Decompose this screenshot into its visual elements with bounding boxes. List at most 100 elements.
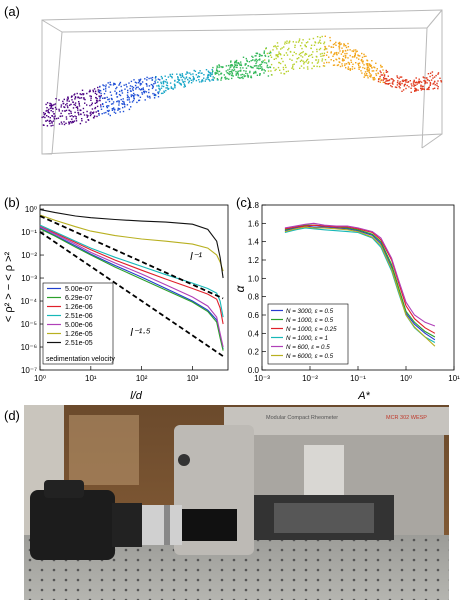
particle-point bbox=[83, 97, 85, 99]
particle-point bbox=[361, 56, 364, 59]
particle-point bbox=[67, 98, 69, 100]
particle-point bbox=[81, 89, 84, 91]
particle-point bbox=[418, 80, 420, 82]
particle-point bbox=[352, 50, 355, 53]
particle-point bbox=[277, 66, 280, 69]
particle-point bbox=[432, 77, 434, 79]
particle-point bbox=[299, 60, 302, 63]
particle-point bbox=[96, 105, 99, 108]
particle-point bbox=[410, 83, 412, 85]
particle-point bbox=[187, 72, 189, 74]
particle-point bbox=[414, 82, 416, 84]
particle-point bbox=[115, 93, 118, 95]
particle-point bbox=[393, 80, 395, 82]
particle-point bbox=[127, 89, 129, 92]
y-tick-label: 0.0 bbox=[248, 366, 260, 375]
particle-point bbox=[338, 61, 340, 63]
particle-point bbox=[121, 89, 123, 92]
particle-point bbox=[61, 115, 64, 117]
particle-point bbox=[194, 70, 197, 72]
particle-point bbox=[283, 73, 286, 75]
particle-point bbox=[247, 75, 250, 77]
particle-point bbox=[142, 87, 144, 89]
particle-point bbox=[325, 54, 328, 56]
particle-point bbox=[145, 91, 148, 93]
particle-point bbox=[55, 117, 58, 120]
particle-point bbox=[258, 67, 260, 70]
particle-point bbox=[216, 65, 218, 67]
particle-point bbox=[312, 51, 314, 53]
particle-point bbox=[350, 59, 352, 61]
particle-point bbox=[320, 42, 322, 44]
y-tick-label: 10⁻⁴ bbox=[20, 297, 37, 306]
y-tick-label: 10⁻⁷ bbox=[21, 366, 37, 375]
particle-point bbox=[199, 70, 201, 72]
particle-point bbox=[103, 85, 105, 87]
particle-point bbox=[231, 65, 234, 67]
particle-point bbox=[106, 110, 109, 112]
particle-point bbox=[111, 108, 113, 110]
particle-point bbox=[105, 86, 107, 88]
particle-point bbox=[85, 121, 87, 123]
particle-point bbox=[437, 73, 439, 75]
particle-point bbox=[257, 67, 259, 69]
particle-point bbox=[157, 96, 160, 98]
particle-point bbox=[115, 87, 117, 90]
particle-point bbox=[103, 93, 106, 95]
particle-point bbox=[421, 87, 423, 89]
particle-point bbox=[74, 96, 77, 99]
particle-point bbox=[428, 80, 431, 82]
particle-point bbox=[242, 67, 244, 69]
particle-point bbox=[326, 61, 328, 64]
particle-point bbox=[430, 79, 433, 81]
particle-point bbox=[372, 77, 374, 79]
particle-point bbox=[426, 82, 428, 84]
particle-point bbox=[317, 42, 320, 44]
particle-point bbox=[263, 69, 265, 71]
particle-point bbox=[392, 83, 394, 85]
particle-point bbox=[131, 85, 133, 88]
particle-point bbox=[177, 78, 179, 80]
particle-point bbox=[256, 59, 258, 62]
particle-point bbox=[298, 40, 301, 42]
particle-point bbox=[208, 79, 210, 81]
particle-point bbox=[240, 70, 242, 72]
particle-point bbox=[341, 59, 344, 61]
particle-point bbox=[309, 54, 311, 57]
particle-point bbox=[295, 61, 298, 63]
particle-point bbox=[108, 105, 110, 107]
particle-point bbox=[234, 64, 237, 67]
particle-point bbox=[43, 112, 45, 114]
particle-point bbox=[158, 84, 160, 87]
particle-point bbox=[57, 117, 60, 119]
particle-point bbox=[266, 52, 269, 55]
particle-point bbox=[401, 80, 404, 82]
camera-icon bbox=[30, 480, 237, 560]
particle-point bbox=[47, 111, 49, 113]
particle-point bbox=[146, 95, 149, 97]
legend-entry: 6.29e-07 bbox=[65, 295, 93, 302]
particle-point bbox=[185, 73, 187, 75]
particle-point bbox=[388, 79, 390, 82]
particle-point bbox=[97, 86, 99, 89]
particle-point bbox=[203, 74, 205, 76]
particle-point bbox=[153, 93, 156, 95]
particle-point bbox=[76, 92, 78, 95]
particle-point bbox=[366, 60, 369, 62]
particle-point bbox=[383, 78, 385, 80]
particle-point bbox=[67, 106, 69, 109]
legend-entry: 2.51e-05 bbox=[65, 340, 93, 347]
particle-point bbox=[399, 87, 401, 89]
particle-point bbox=[189, 72, 191, 74]
particle-point bbox=[303, 67, 305, 69]
particle-point bbox=[370, 75, 372, 77]
particle-point bbox=[214, 72, 216, 74]
particle-point bbox=[135, 88, 137, 90]
particle-point bbox=[396, 75, 398, 77]
particle-point bbox=[349, 68, 351, 70]
particle-point bbox=[351, 66, 354, 68]
particle-point bbox=[218, 74, 220, 76]
particle-point bbox=[261, 66, 263, 68]
particle-point bbox=[437, 87, 439, 90]
particle-point bbox=[98, 89, 101, 91]
